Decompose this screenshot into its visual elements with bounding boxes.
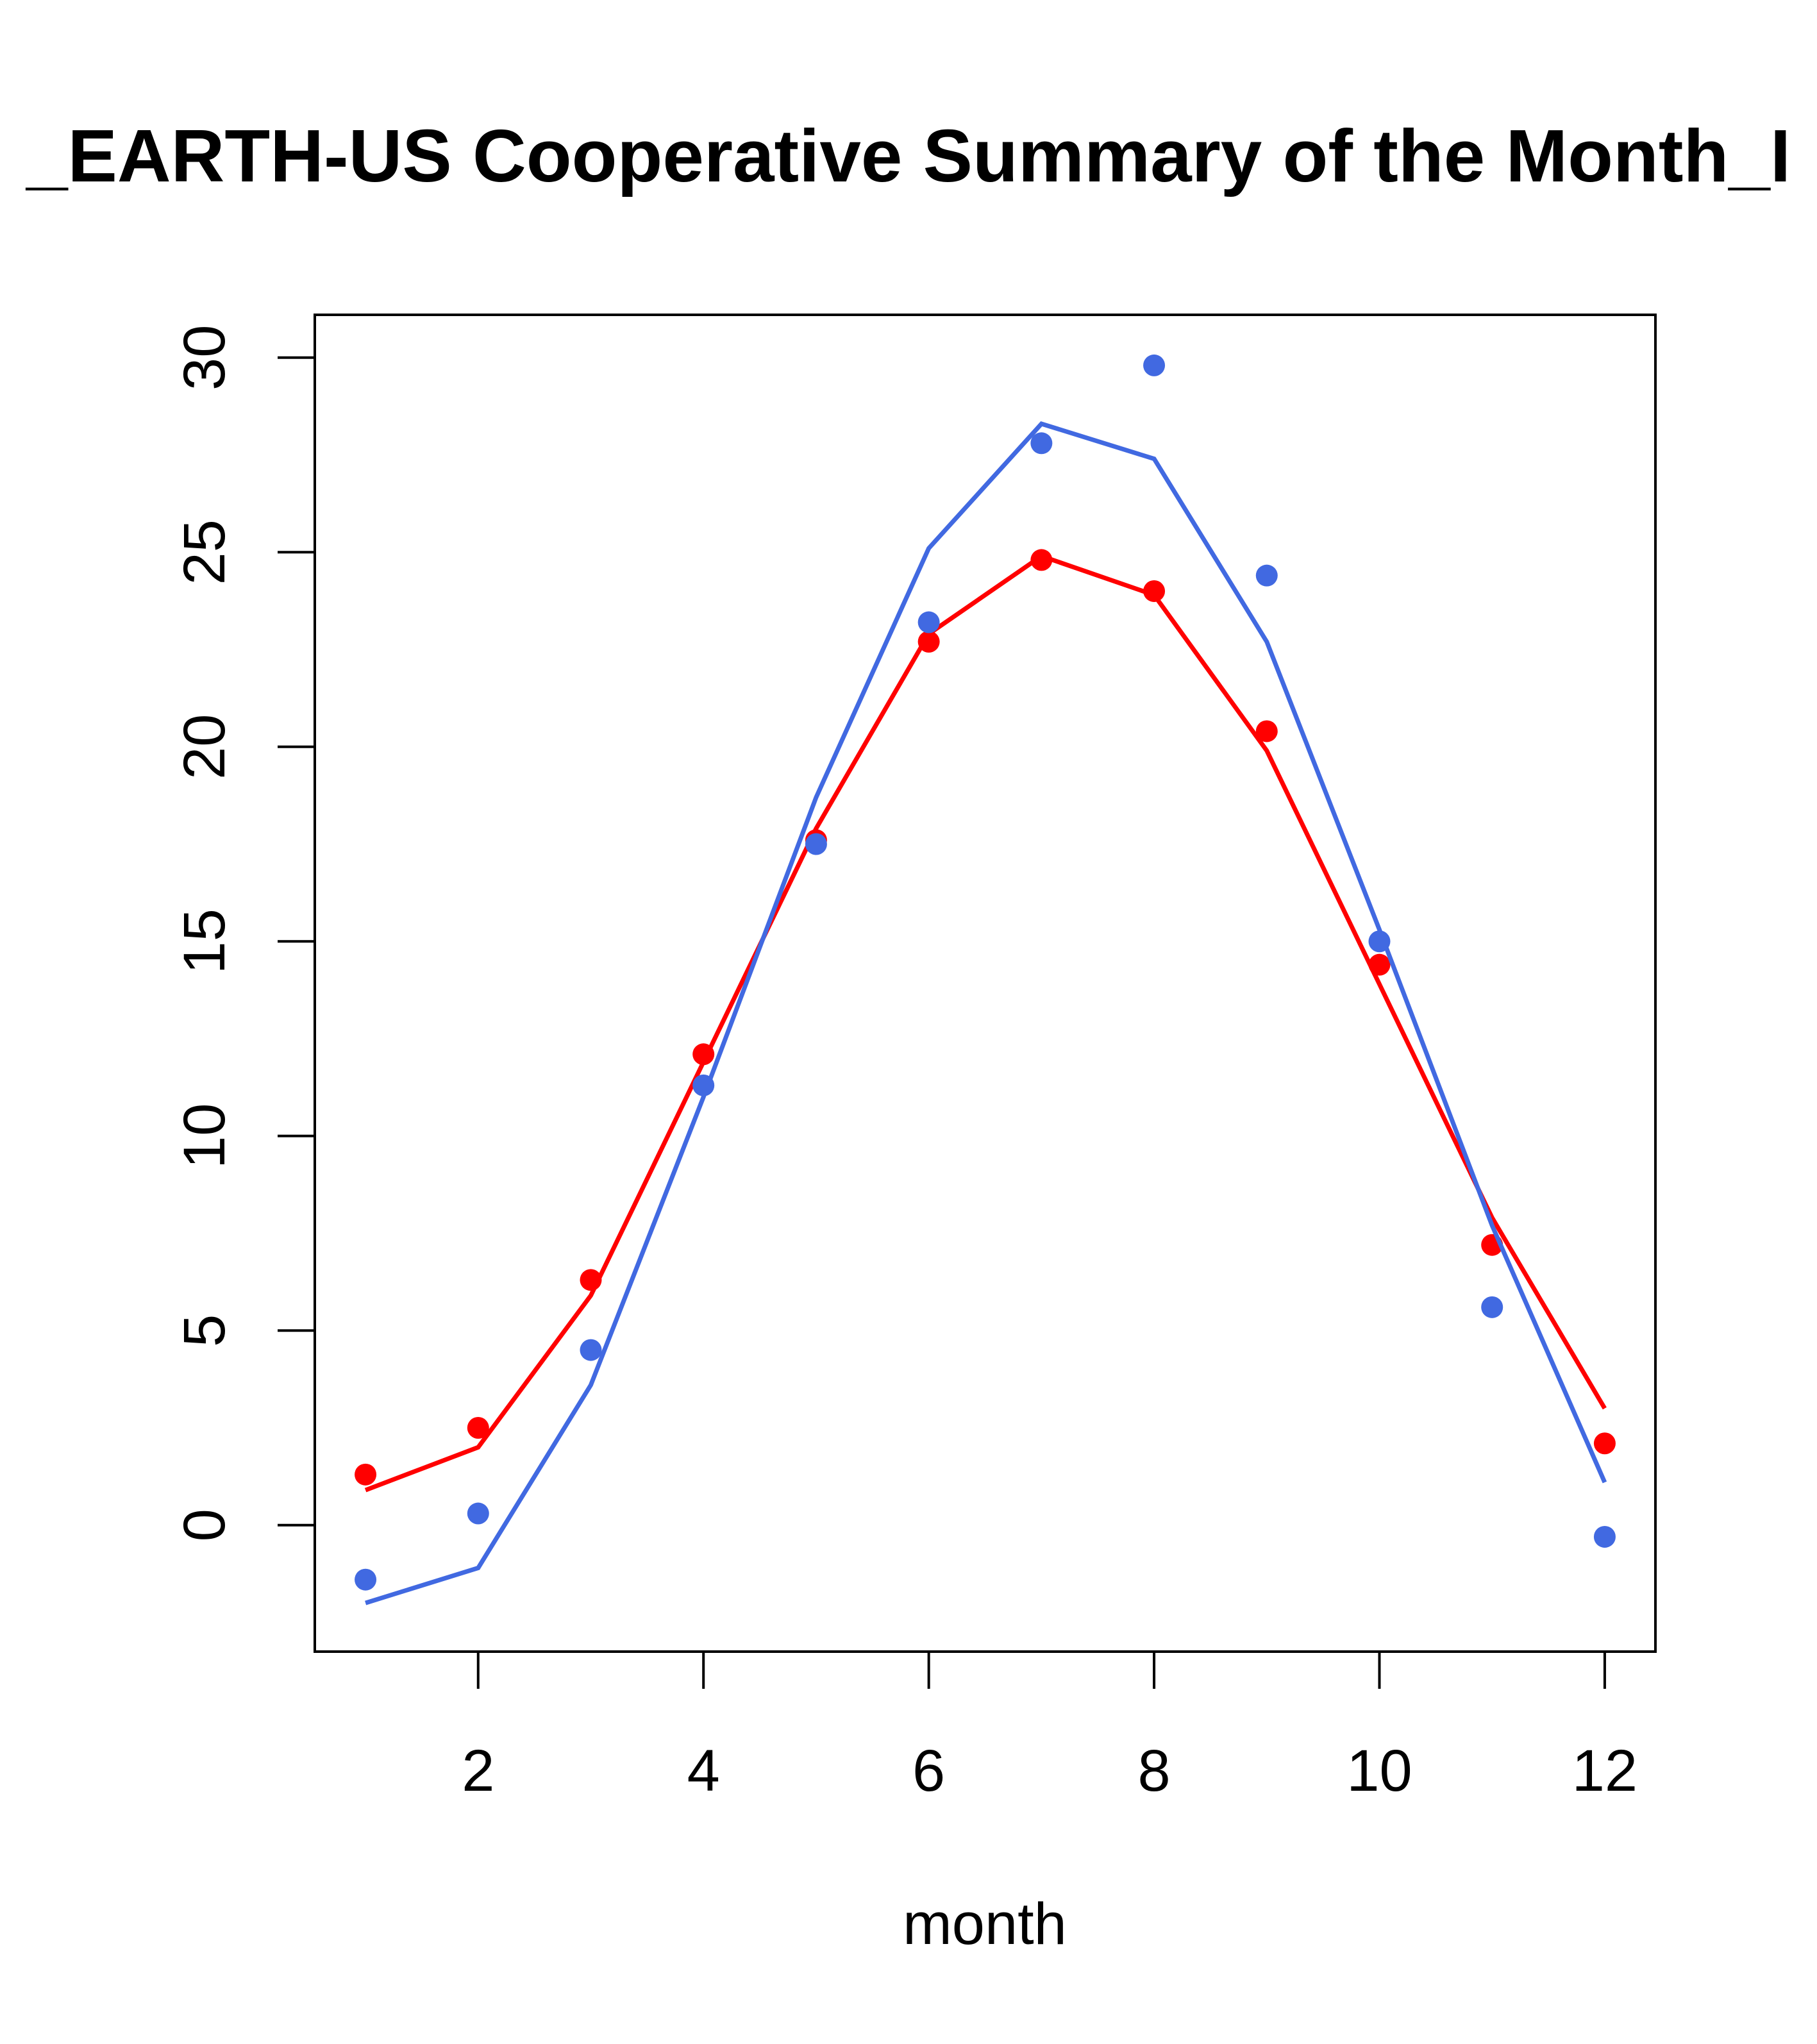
series-2-point <box>692 1074 715 1096</box>
series-2-point <box>1255 564 1278 587</box>
series-2-point <box>917 611 940 633</box>
series-2-point <box>580 1339 602 1361</box>
series-2-point <box>1481 1296 1503 1318</box>
series-2-point <box>1143 354 1166 376</box>
series-2-line <box>365 421 1607 1605</box>
y-tick-label: 5 <box>172 1314 237 1347</box>
series-2-point <box>1593 1525 1616 1548</box>
y-tick-label: 0 <box>172 1509 237 1541</box>
series-2-point <box>1030 432 1053 455</box>
y-tick-label: 10 <box>172 1103 237 1169</box>
series-1-point <box>1593 1432 1616 1455</box>
series-1-point <box>1143 580 1166 602</box>
x-tick-label: 10 <box>1346 1738 1412 1804</box>
series-1-point <box>467 1416 489 1439</box>
series-1-point <box>917 630 940 653</box>
series-1-point <box>1255 720 1278 742</box>
series-1-point <box>692 1043 715 1066</box>
series-1-point <box>580 1269 602 1291</box>
series-1-line <box>364 553 1607 1493</box>
series-1-point <box>1030 549 1053 571</box>
series-1 <box>355 549 1616 1493</box>
chart-title: _EARTH-US Cooperative Summary of the Mon… <box>25 114 1791 197</box>
series-2-point <box>355 1568 377 1591</box>
y-tick-label: 15 <box>172 909 237 974</box>
x-axis-label: month <box>903 1891 1067 1957</box>
x-tick-label: 8 <box>1137 1738 1170 1804</box>
series-2 <box>355 354 1616 1605</box>
plot-frame <box>314 314 1657 1653</box>
x-tick-label: 6 <box>912 1738 945 1804</box>
series-1-point <box>1368 953 1391 976</box>
series-layer <box>355 354 1616 1605</box>
x-axis: 2 4 6 8 10 12 <box>462 1650 1637 1804</box>
y-axis: 0 5 10 15 20 25 30 <box>172 325 316 1541</box>
x-tick-label: 12 <box>1572 1738 1637 1804</box>
y-tick-label: 20 <box>172 714 237 780</box>
series-2-point <box>467 1502 489 1525</box>
y-tick-label: 25 <box>172 519 237 585</box>
x-tick-label: 4 <box>687 1738 720 1804</box>
series-1-point <box>355 1463 377 1486</box>
x-tick-label: 2 <box>462 1738 494 1804</box>
y-tick-label: 30 <box>172 325 237 390</box>
series-2-point <box>805 833 827 855</box>
series-2-point <box>1368 930 1391 953</box>
